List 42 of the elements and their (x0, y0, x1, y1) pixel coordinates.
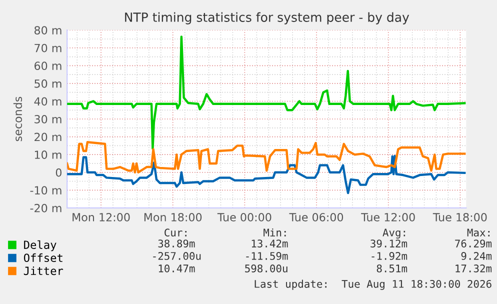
x-tick-label: Tue 18:00 (432, 212, 487, 222)
text: Last update: Tue Aug 11 18:30:00 2026 (254, 280, 492, 290)
x-tick-label: Tue 12:00 (361, 212, 415, 222)
text: -1.92m (372, 252, 408, 260)
y-tick-label: 30 m (34, 114, 62, 124)
line-series (67, 154, 466, 194)
text: 598.00u (245, 264, 288, 272)
text: 10.47m (158, 264, 195, 272)
text: 38.89m (158, 240, 195, 248)
text: 17.32m (456, 264, 492, 272)
text: 13.42m (252, 240, 288, 248)
y-axis-title: seconds (13, 96, 22, 142)
y-tick-label: 10 m (34, 150, 62, 159)
chart-title: NTP timing statistics for system peer - by day (125, 12, 410, 24)
text: 39.12m (370, 240, 408, 248)
text: 9.24m (461, 252, 492, 260)
y-tick-label: 80 m (34, 26, 62, 34)
y-tick-label: 20 m (34, 132, 62, 142)
text: -11.59m (246, 252, 288, 260)
y-tick-label: 60 m (34, 62, 62, 70)
legend-label: Jitter (24, 266, 64, 276)
x-tick-label: Tue 06:00 (289, 212, 344, 222)
x-tick-label: Mon 12:00 (72, 212, 130, 222)
y-tick-label: -20 m (30, 204, 62, 212)
text: -257.00u (153, 252, 201, 260)
line-series (67, 36, 466, 150)
line-series (67, 141, 466, 174)
y-tick-label: -10 m (30, 186, 62, 195)
legend-label: Delay (24, 240, 56, 252)
text: Cur: (164, 228, 186, 237)
text: 8.51m (376, 264, 408, 272)
y-tick-label: 50 m (34, 79, 62, 88)
legend-label: Offset (24, 253, 62, 262)
text: Min: (264, 228, 286, 236)
y-tick-label: 40 m (34, 97, 62, 106)
y-tick-label: 0 (56, 168, 62, 177)
text: 76.29m (455, 240, 492, 248)
text: Avg: (382, 228, 406, 239)
text: Max: (467, 228, 490, 237)
y-tick-label: 70 m (34, 44, 62, 52)
x-tick-label: Tue 00:00 (217, 212, 272, 222)
x-tick-label: Mon 18:00 (144, 212, 202, 222)
